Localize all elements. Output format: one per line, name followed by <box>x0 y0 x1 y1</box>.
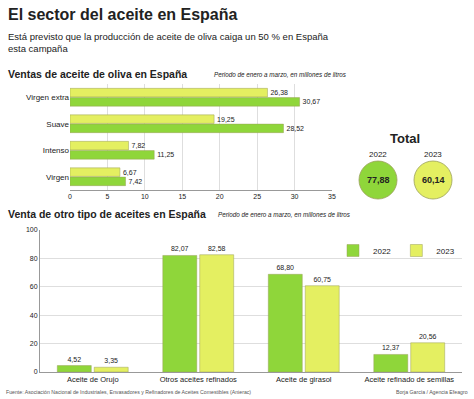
svg-text:11,25: 11,25 <box>157 151 174 158</box>
svg-text:7,42: 7,42 <box>129 178 143 185</box>
svg-text:68,80: 68,80 <box>276 264 294 271</box>
svg-text:Periodo de enero a marzo, en m: Periodo de enero a marzo, en millones de… <box>218 211 351 218</box>
svg-text:60,14: 60,14 <box>422 175 445 185</box>
svg-text:Fuente: Asociación Nacional de: Fuente: Asociación Nacional de Industria… <box>6 389 251 395</box>
svg-text:40: 40 <box>30 312 38 319</box>
svg-text:0: 0 <box>68 193 72 200</box>
svg-text:60: 60 <box>30 283 38 290</box>
svg-text:Aceite de Orujo: Aceite de Orujo <box>67 375 119 384</box>
svg-text:Virgen: Virgen <box>46 173 69 182</box>
svg-text:El sector del aceite en España: El sector del aceite en España <box>8 6 238 23</box>
svg-text:2023: 2023 <box>436 247 454 256</box>
svg-text:Aceite refinado de semillas: Aceite refinado de semillas <box>364 375 454 384</box>
svg-text:80: 80 <box>30 255 38 262</box>
svg-text:82,58: 82,58 <box>208 245 226 252</box>
svg-text:15: 15 <box>178 193 186 200</box>
svg-text:60,75: 60,75 <box>313 276 331 283</box>
svg-text:Otros aceites refinados: Otros aceites refinados <box>160 375 237 384</box>
svg-text:2022: 2022 <box>373 247 391 256</box>
svg-text:Borja García / Agencia Efeagro: Borja García / Agencia Efeagro <box>396 389 468 395</box>
svg-text:82,07: 82,07 <box>171 245 189 252</box>
svg-text:77,88: 77,88 <box>367 175 390 185</box>
svg-text:Total: Total <box>390 131 420 146</box>
svg-text:Ventas de aceite de oliva en E: Ventas de aceite de oliva en España <box>8 68 187 80</box>
svg-text:esta campaña: esta campaña <box>8 43 68 54</box>
svg-text:28,52: 28,52 <box>286 125 304 132</box>
svg-text:3,35: 3,35 <box>104 357 118 364</box>
svg-text:20,56: 20,56 <box>419 333 437 340</box>
svg-text:10: 10 <box>141 193 149 200</box>
svg-text:Está previsto que la producció: Está previsto que la producción de aceit… <box>8 31 329 42</box>
svg-text:Periodo de enero a marzo, en m: Periodo de enero a marzo, en millones de… <box>214 71 347 78</box>
svg-text:7,82: 7,82 <box>132 142 146 149</box>
svg-text:Venta de otro tipo de aceites: Venta de otro tipo de aceites en España <box>8 208 206 220</box>
svg-text:2022: 2022 <box>369 150 387 159</box>
svg-text:6,67: 6,67 <box>123 169 137 176</box>
svg-text:35: 35 <box>328 193 336 200</box>
svg-text:20: 20 <box>216 193 224 200</box>
svg-text:20: 20 <box>30 340 38 347</box>
svg-text:19,25: 19,25 <box>217 116 235 123</box>
svg-text:25: 25 <box>253 193 261 200</box>
svg-text:100: 100 <box>26 226 38 233</box>
svg-text:12,37: 12,37 <box>382 344 400 351</box>
svg-text:30,67: 30,67 <box>303 98 321 105</box>
svg-text:4,52: 4,52 <box>67 356 81 363</box>
svg-text:2023: 2023 <box>424 150 442 159</box>
svg-text:Aceite de girasol: Aceite de girasol <box>276 375 332 384</box>
svg-text:30: 30 <box>291 193 299 200</box>
svg-text:26,38: 26,38 <box>270 89 288 96</box>
svg-text:Suave: Suave <box>46 120 69 129</box>
svg-text:Virgen extra: Virgen extra <box>26 93 70 102</box>
svg-text:0: 0 <box>34 368 38 375</box>
svg-text:Intenso: Intenso <box>43 146 70 155</box>
svg-text:5: 5 <box>105 193 109 200</box>
